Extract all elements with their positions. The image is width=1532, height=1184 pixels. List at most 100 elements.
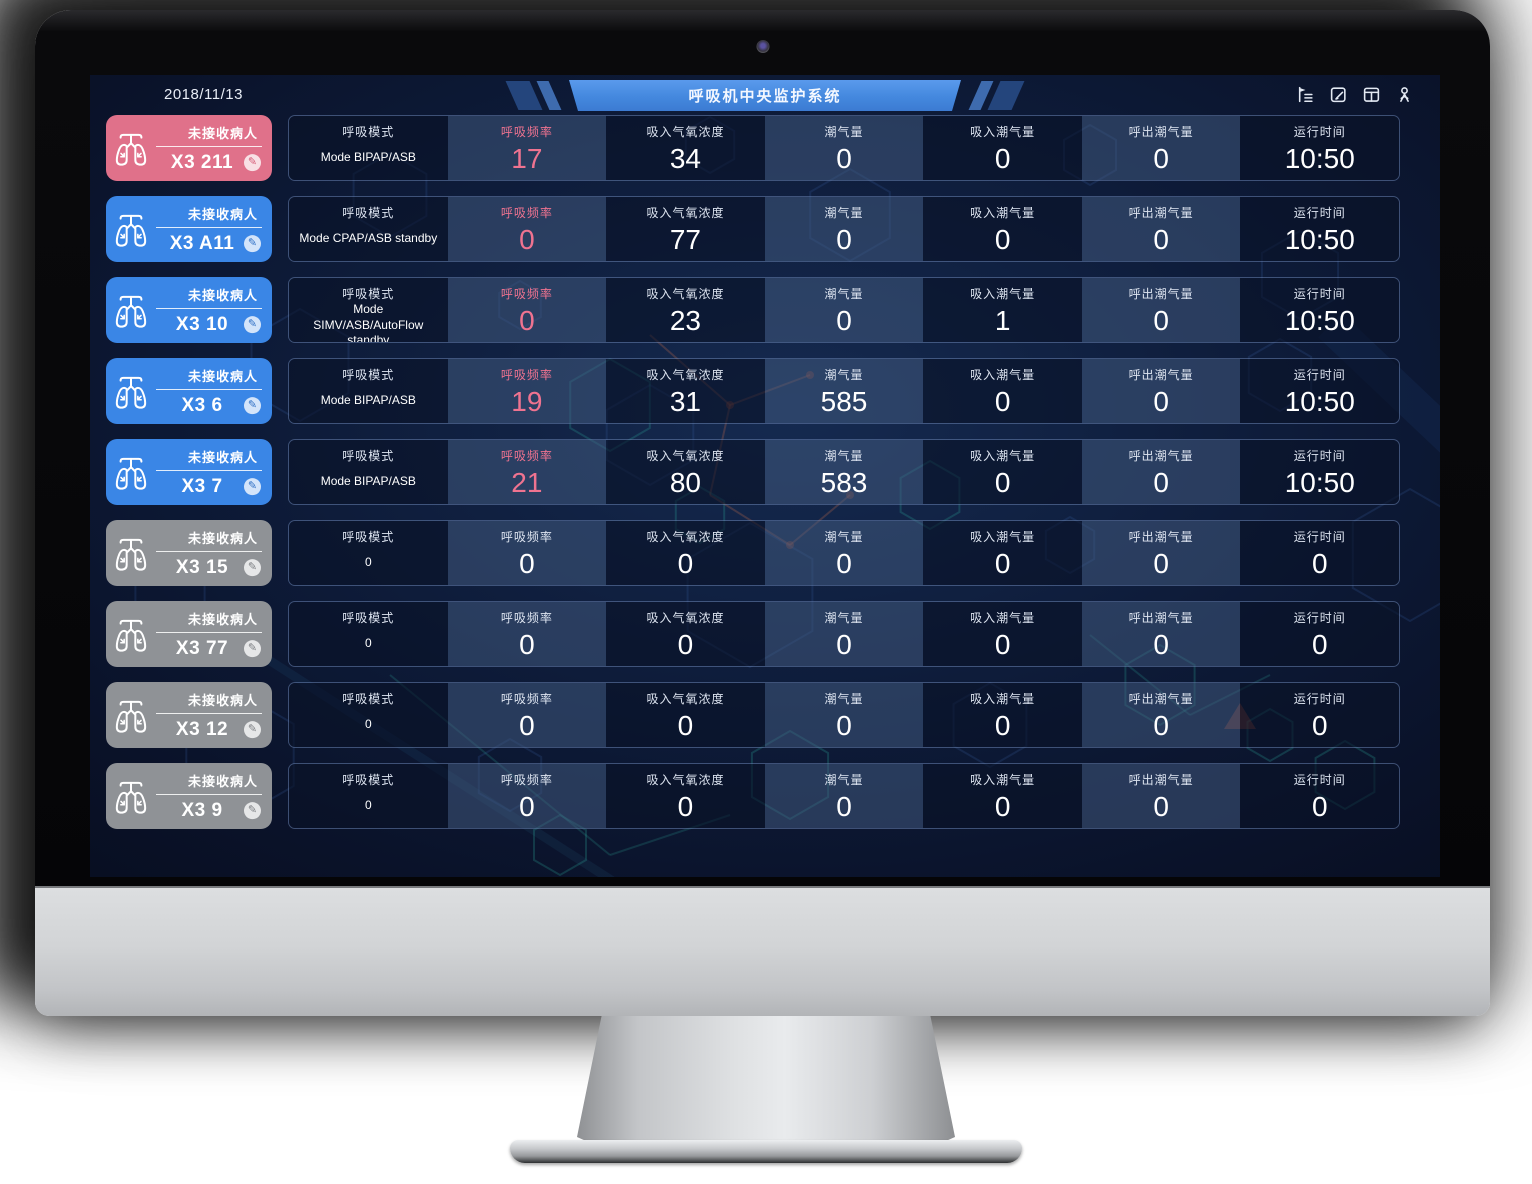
edit-badge-icon[interactable]: ✎: [244, 316, 261, 334]
vital-col-tidal: 潮气量 0: [764, 683, 924, 747]
layout-window-icon[interactable]: [1362, 85, 1381, 104]
patient-status: 未接收病人: [187, 369, 258, 384]
top-bar: 2018/11/13 呼吸机中央监护系统: [90, 75, 1440, 115]
tidal-in-value: 0: [994, 385, 1011, 417]
patient-card[interactable]: 未接收病人 X3 211 ✎: [106, 115, 272, 181]
rate-value: 0: [519, 790, 535, 822]
vital-col-mode: 呼吸模式 Mode CPAP/ASB standby: [289, 197, 448, 261]
patient-status: 未接收病人: [187, 693, 258, 708]
edit-badge-icon[interactable]: ✎: [244, 640, 261, 658]
edit-badge-icon[interactable]: ✎: [244, 154, 261, 172]
device-id: X3 A11: [169, 233, 235, 254]
col-header: 呼出潮气量: [1128, 125, 1194, 139]
runtime-value: 0: [1311, 628, 1328, 660]
patient-card[interactable]: 未接收病人 X3 12 ✎: [106, 682, 272, 748]
col-header: 呼吸频率: [500, 368, 553, 382]
fio2-value: 77: [669, 223, 702, 255]
monitor-chin: [35, 886, 1490, 1016]
patient-row: 未接收病人 X3 12 ✎ 呼吸模式 0 呼吸频率 0 吸入气氧浓度 0: [106, 682, 1400, 748]
patient-card[interactable]: 未接收病人 X3 9 ✎: [106, 763, 272, 829]
patient-row: 未接收病人 X3 6 ✎ 呼吸模式 Mode BIPAP/ASB 呼吸频率 19…: [106, 358, 1400, 424]
device-id-row: X3 77 ✎: [156, 636, 262, 660]
title-banner-plate: 呼吸机中央监护系统: [569, 80, 961, 111]
tidal-value: 0: [836, 547, 852, 579]
device-id: X3 12: [175, 719, 229, 740]
col-header: 潮气量: [824, 611, 864, 625]
patient-rows: 未接收病人 X3 211 ✎ 呼吸模式 Mode BIPAP/ASB 呼吸频率 …: [106, 115, 1400, 829]
edit-badge-icon[interactable]: ✎: [244, 235, 261, 253]
col-header: 呼吸频率: [500, 530, 553, 544]
card-content: 未接收病人 X3 A11 ✎: [156, 196, 272, 262]
patient-status: 未接收病人: [187, 207, 258, 222]
banner-slash-icon: [505, 81, 543, 110]
col-header: 呼出潮气量: [1128, 449, 1194, 463]
tidal-value: 0: [836, 628, 852, 660]
patient-card[interactable]: 未接收病人 X3 15 ✎: [106, 520, 272, 586]
monitor-frame: 2018/11/13 呼吸机中央监护系统: [35, 10, 1490, 1016]
patient-card[interactable]: 未接收病人 X3 77 ✎: [106, 601, 272, 667]
tidal-in-value: 0: [994, 466, 1011, 498]
vitals-panel: 呼吸模式 0 呼吸频率 0 吸入气氧浓度 0 潮气量 0 吸入潮气量 0 呼出潮…: [288, 520, 1400, 586]
col-header: 吸入气氧浓度: [646, 287, 725, 301]
vitals-panel: 呼吸模式 0 呼吸频率 0 吸入气氧浓度 0 潮气量 0 吸入潮气量 0 呼出潮…: [288, 763, 1400, 829]
tidal-out-value: 0: [1153, 466, 1169, 498]
fio2-value: 80: [669, 466, 702, 498]
col-header: 吸入潮气量: [970, 287, 1036, 301]
runtime-value: 10:50: [1284, 142, 1355, 174]
fio2-value: 0: [677, 628, 694, 660]
device-id: X3 15: [175, 557, 229, 578]
edit-badge-icon[interactable]: ✎: [244, 721, 261, 739]
card-content: 未接收病人 X3 12 ✎: [156, 682, 272, 748]
rate-value: 0: [519, 628, 535, 660]
col-header: 呼吸频率: [500, 287, 553, 301]
collapse-menu-icon[interactable]: [1296, 85, 1315, 104]
col-header: 呼吸频率: [500, 449, 553, 463]
patient-card[interactable]: 未接收病人 X3 A11 ✎: [106, 196, 272, 262]
tidal-in-value: 0: [994, 223, 1011, 255]
edit-note-icon[interactable]: [1329, 85, 1348, 104]
device-id: X3 9: [181, 800, 223, 821]
tidal-out-value: 0: [1153, 223, 1169, 255]
tidal-value: 0: [836, 142, 852, 174]
tidal-in-value: 0: [994, 142, 1011, 174]
device-id-row: X3 12 ✎: [156, 717, 262, 741]
rate-value: 0: [519, 709, 535, 741]
patient-row: 未接收病人 X3 15 ✎ 呼吸模式 0 呼吸频率 0 吸入气氧浓度 0: [106, 520, 1400, 586]
edit-badge-icon[interactable]: ✎: [244, 559, 261, 577]
vitals-panel: 呼吸模式 0 呼吸频率 0 吸入气氧浓度 0 潮气量 0 吸入潮气量 0 呼出潮…: [288, 601, 1400, 667]
rate-value: 0: [519, 304, 535, 336]
col-header: 吸入潮气量: [970, 449, 1036, 463]
mode-value: 0: [364, 717, 372, 732]
rate-value: 19: [511, 385, 543, 417]
lungs-icon: [106, 358, 156, 424]
title-banner: 呼吸机中央监护系统: [505, 80, 1025, 111]
col-header: 运行时间: [1293, 611, 1346, 625]
tidal-out-value: 0: [1153, 709, 1169, 741]
col-header: 呼吸模式: [342, 692, 395, 706]
lungs-icon: [106, 682, 156, 748]
edit-badge-icon[interactable]: ✎: [244, 802, 261, 820]
vital-col-runtime: 运行时间 10:50: [1240, 440, 1399, 504]
mode-value: Mode BIPAP/ASB: [320, 150, 416, 165]
card-content: 未接收病人 X3 10 ✎: [156, 277, 272, 343]
vital-col-fio2: 吸入气氧浓度 80: [606, 440, 765, 504]
device-id-row: X3 6 ✎: [156, 393, 262, 417]
vital-col-fio2: 吸入气氧浓度 77: [606, 197, 765, 261]
patient-card[interactable]: 未接收病人 X3 10 ✎: [106, 277, 272, 343]
user-icon[interactable]: [1395, 85, 1414, 104]
col-header: 吸入潮气量: [970, 692, 1036, 706]
vital-col-tidal-in: 吸入潮气量 0: [923, 359, 1082, 423]
vital-col-mode: 呼吸模式 0: [289, 683, 448, 747]
patient-card[interactable]: 未接收病人 X3 6 ✎: [106, 358, 272, 424]
card-divider: [156, 794, 262, 795]
col-header: 呼出潮气量: [1128, 530, 1194, 544]
edit-badge-icon[interactable]: ✎: [244, 478, 261, 496]
tidal-out-value: 0: [1153, 547, 1169, 579]
card-content: 未接收病人 X3 15 ✎: [156, 520, 272, 586]
patient-card[interactable]: 未接收病人 X3 7 ✎: [106, 439, 272, 505]
lungs-icon: [106, 520, 156, 586]
col-header: 呼吸模式: [342, 773, 395, 787]
runtime-value: 0: [1311, 547, 1328, 579]
edit-badge-icon[interactable]: ✎: [244, 397, 261, 415]
col-header: 运行时间: [1293, 287, 1346, 301]
